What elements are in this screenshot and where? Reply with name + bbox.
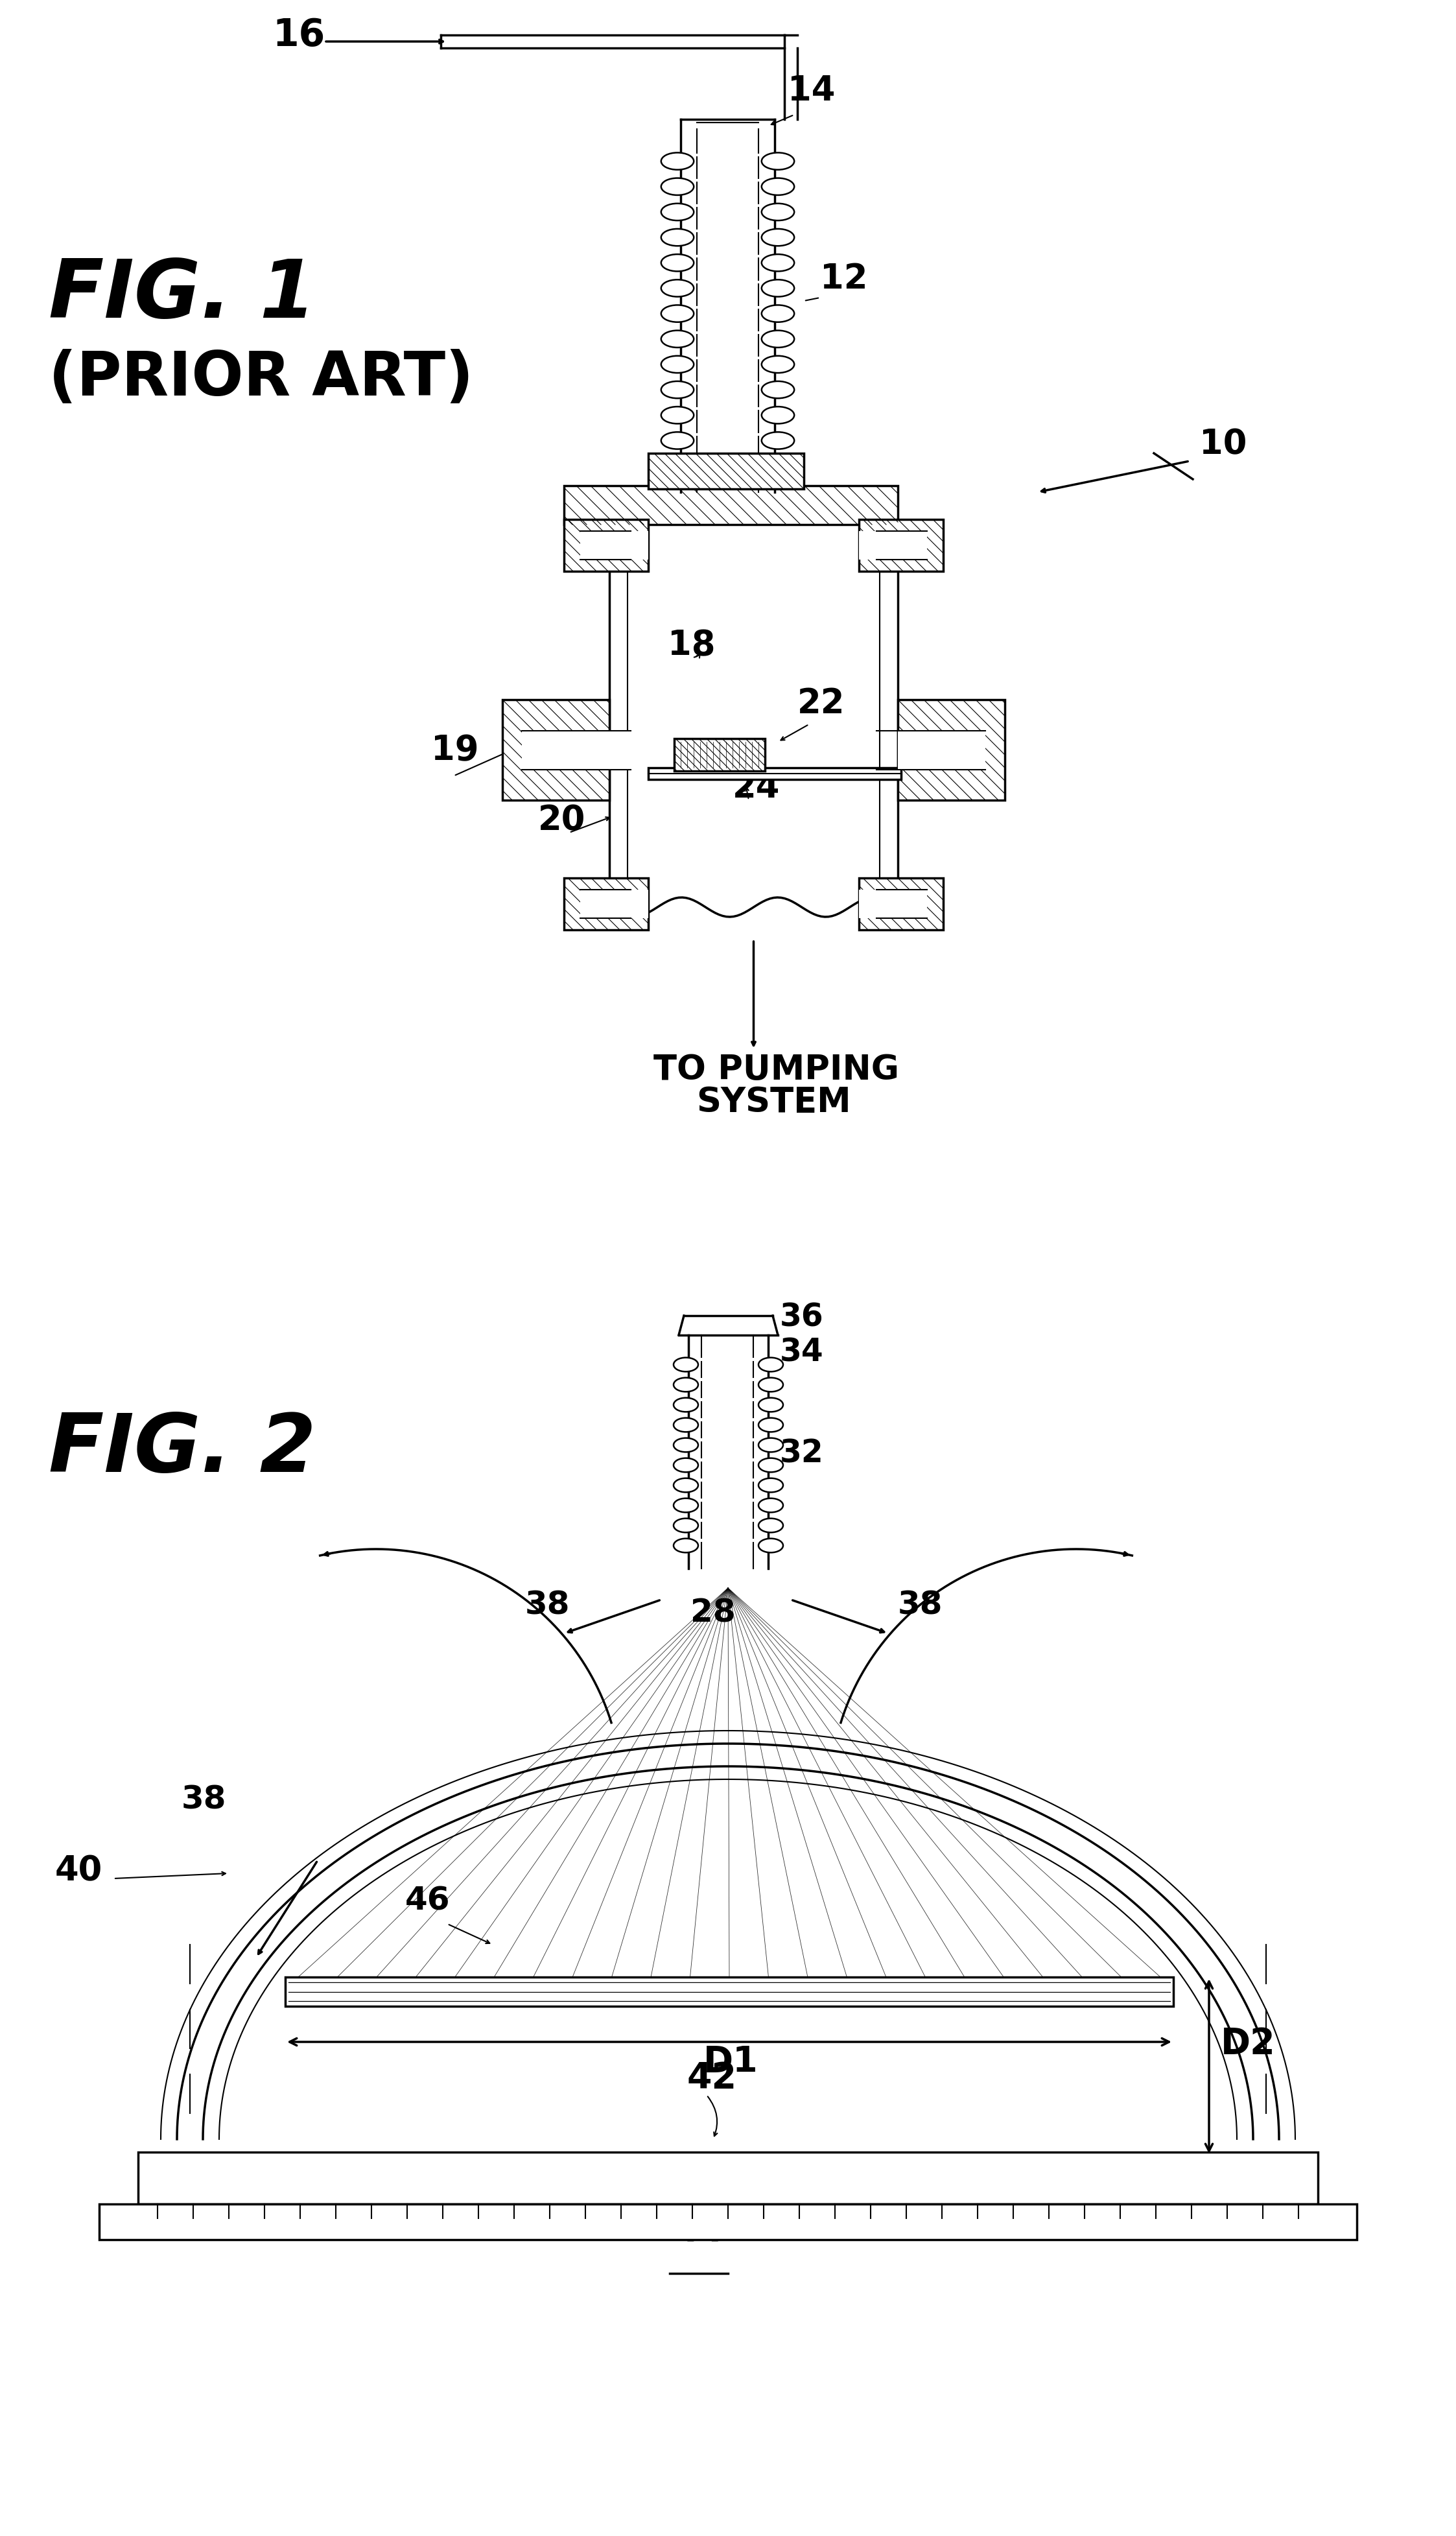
Ellipse shape bbox=[761, 332, 795, 347]
Bar bbox=[648, 768, 901, 781]
Ellipse shape bbox=[661, 178, 693, 195]
Text: 18: 18 bbox=[668, 629, 715, 662]
Ellipse shape bbox=[661, 152, 693, 170]
Bar bbox=[859, 890, 927, 918]
Ellipse shape bbox=[761, 279, 795, 297]
Ellipse shape bbox=[674, 1499, 699, 1511]
Bar bbox=[674, 738, 764, 771]
Ellipse shape bbox=[759, 1418, 783, 1433]
Ellipse shape bbox=[674, 1539, 699, 1552]
Bar bbox=[285, 1978, 1174, 2006]
Ellipse shape bbox=[759, 1357, 783, 1372]
Text: 46: 46 bbox=[405, 1884, 450, 1915]
Ellipse shape bbox=[759, 1519, 783, 1532]
Ellipse shape bbox=[674, 1458, 699, 1473]
Ellipse shape bbox=[674, 1478, 699, 1494]
Ellipse shape bbox=[661, 307, 693, 322]
Text: D1: D1 bbox=[703, 2044, 759, 2080]
Ellipse shape bbox=[674, 1438, 699, 1453]
Text: FIG. 1: FIG. 1 bbox=[48, 256, 316, 335]
Ellipse shape bbox=[761, 254, 795, 271]
Ellipse shape bbox=[761, 228, 795, 246]
Text: 24: 24 bbox=[732, 771, 780, 804]
Ellipse shape bbox=[661, 434, 693, 449]
Bar bbox=[563, 487, 898, 525]
Text: D2: D2 bbox=[1220, 2026, 1275, 2062]
Ellipse shape bbox=[674, 1397, 699, 1413]
Ellipse shape bbox=[661, 408, 693, 424]
Ellipse shape bbox=[761, 434, 795, 449]
Ellipse shape bbox=[661, 383, 693, 398]
Text: 10: 10 bbox=[1200, 426, 1246, 462]
Text: 40: 40 bbox=[55, 1854, 102, 1887]
Text: 42: 42 bbox=[687, 2059, 737, 2095]
Ellipse shape bbox=[759, 1377, 783, 1392]
Ellipse shape bbox=[674, 1418, 699, 1433]
Bar bbox=[898, 730, 986, 771]
Bar bbox=[521, 730, 629, 771]
Ellipse shape bbox=[759, 1499, 783, 1511]
Ellipse shape bbox=[761, 383, 795, 398]
Ellipse shape bbox=[759, 1438, 783, 1453]
Text: 36: 36 bbox=[780, 1301, 824, 1331]
Text: SYSTEM: SYSTEM bbox=[696, 1085, 852, 1118]
Text: 32: 32 bbox=[780, 1438, 824, 1468]
Ellipse shape bbox=[661, 358, 693, 373]
Ellipse shape bbox=[759, 1478, 783, 1494]
Ellipse shape bbox=[674, 1377, 699, 1392]
Bar bbox=[859, 533, 927, 560]
Text: 12: 12 bbox=[820, 261, 868, 297]
Bar bbox=[563, 520, 648, 571]
Text: 34: 34 bbox=[780, 1336, 824, 1367]
Text: FIG. 2: FIG. 2 bbox=[48, 1410, 316, 1489]
Ellipse shape bbox=[761, 152, 795, 170]
Bar bbox=[579, 533, 648, 560]
Bar bbox=[859, 520, 943, 571]
Bar bbox=[138, 2153, 1318, 2204]
Bar bbox=[99, 2204, 1357, 2239]
Ellipse shape bbox=[759, 1539, 783, 1552]
Bar bbox=[502, 700, 610, 801]
Text: 20: 20 bbox=[539, 804, 585, 837]
Ellipse shape bbox=[661, 332, 693, 347]
Bar bbox=[563, 877, 648, 931]
Ellipse shape bbox=[661, 279, 693, 297]
Text: 14: 14 bbox=[788, 74, 836, 107]
Bar bbox=[859, 877, 943, 931]
Text: 38: 38 bbox=[182, 1783, 227, 1816]
Text: (PRIOR ART): (PRIOR ART) bbox=[48, 350, 473, 408]
Ellipse shape bbox=[759, 1397, 783, 1413]
Text: 44: 44 bbox=[674, 2211, 724, 2247]
Bar bbox=[898, 700, 1005, 801]
Ellipse shape bbox=[761, 178, 795, 195]
Ellipse shape bbox=[761, 408, 795, 424]
Text: 16: 16 bbox=[272, 18, 325, 53]
Text: TO PUMPING: TO PUMPING bbox=[654, 1052, 898, 1085]
Text: 38: 38 bbox=[898, 1590, 943, 1621]
Text: 38: 38 bbox=[526, 1590, 571, 1621]
Ellipse shape bbox=[674, 1519, 699, 1532]
Bar bbox=[648, 454, 804, 489]
Text: 19: 19 bbox=[431, 733, 479, 768]
Text: 22: 22 bbox=[798, 687, 844, 720]
Ellipse shape bbox=[761, 307, 795, 322]
Bar bbox=[579, 890, 648, 918]
Ellipse shape bbox=[674, 1357, 699, 1372]
Ellipse shape bbox=[661, 228, 693, 246]
Ellipse shape bbox=[661, 203, 693, 221]
Ellipse shape bbox=[761, 203, 795, 221]
Ellipse shape bbox=[759, 1458, 783, 1473]
Ellipse shape bbox=[761, 358, 795, 373]
Text: 28: 28 bbox=[690, 1598, 735, 1628]
Ellipse shape bbox=[661, 254, 693, 271]
